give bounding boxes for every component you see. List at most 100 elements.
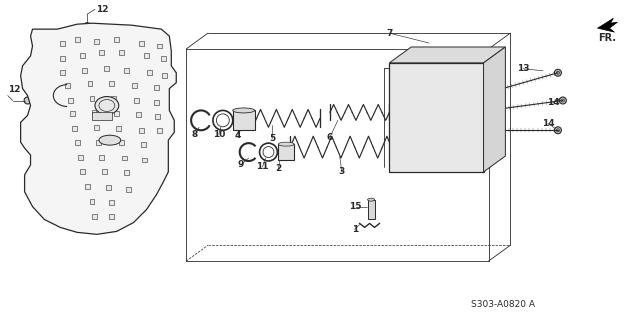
Bar	[75, 36, 79, 42]
Polygon shape	[484, 47, 506, 172]
Bar	[124, 171, 129, 175]
Bar	[65, 83, 70, 88]
Bar	[90, 199, 95, 204]
Text: 3: 3	[339, 167, 345, 176]
Bar	[90, 96, 95, 101]
Bar	[124, 68, 129, 73]
Bar	[81, 68, 86, 73]
Circle shape	[24, 97, 31, 104]
Bar	[119, 51, 124, 55]
Circle shape	[554, 69, 561, 76]
Bar	[75, 140, 79, 145]
Bar	[367, 200, 374, 220]
Ellipse shape	[278, 142, 294, 146]
Bar	[119, 140, 124, 145]
Text: 6: 6	[327, 133, 333, 142]
Ellipse shape	[99, 135, 121, 145]
Bar	[102, 169, 108, 174]
Bar	[161, 56, 166, 61]
Text: 9: 9	[237, 160, 244, 170]
Bar	[147, 70, 152, 75]
Circle shape	[484, 143, 499, 157]
Ellipse shape	[233, 108, 255, 113]
Circle shape	[403, 101, 435, 133]
Circle shape	[127, 81, 136, 91]
Bar	[70, 111, 75, 116]
Bar	[139, 41, 144, 45]
Bar	[157, 44, 162, 48]
Text: 15: 15	[349, 202, 362, 211]
Bar	[97, 140, 101, 145]
Text: 10: 10	[212, 130, 225, 139]
Circle shape	[100, 63, 120, 83]
Bar	[154, 100, 159, 105]
Bar	[79, 53, 84, 58]
Bar	[99, 51, 104, 55]
Circle shape	[559, 97, 566, 104]
Bar	[157, 128, 162, 133]
Text: 13: 13	[517, 64, 529, 73]
Bar	[79, 169, 84, 174]
Bar	[144, 53, 149, 58]
Bar	[154, 85, 159, 90]
Bar	[68, 98, 73, 103]
Bar	[484, 143, 499, 157]
Text: 1: 1	[351, 225, 358, 234]
Text: 2: 2	[275, 164, 282, 173]
Text: 8: 8	[192, 130, 198, 139]
Bar	[162, 73, 167, 78]
Bar	[109, 214, 115, 219]
Bar	[99, 155, 104, 159]
Text: 14: 14	[547, 98, 559, 107]
Text: 12: 12	[8, 85, 20, 94]
Circle shape	[554, 127, 561, 134]
Bar	[136, 112, 141, 117]
Bar	[126, 187, 131, 192]
Bar	[60, 70, 65, 75]
Text: 5: 5	[269, 134, 276, 143]
Ellipse shape	[95, 97, 119, 114]
Bar	[111, 96, 116, 101]
Bar	[389, 63, 484, 172]
Text: S303-A0820 A: S303-A0820 A	[472, 300, 536, 309]
Bar	[109, 81, 115, 86]
Circle shape	[484, 78, 499, 92]
Bar	[93, 214, 97, 219]
Bar	[60, 56, 65, 61]
Bar	[92, 110, 97, 115]
Ellipse shape	[367, 198, 374, 201]
Text: 11: 11	[256, 163, 269, 172]
Bar	[60, 41, 65, 45]
Bar	[155, 114, 160, 119]
Bar	[77, 155, 83, 159]
Bar	[132, 83, 137, 88]
Polygon shape	[598, 18, 618, 32]
Bar	[72, 126, 77, 131]
Text: 7: 7	[386, 28, 392, 38]
Bar	[139, 128, 144, 133]
Bar	[116, 126, 121, 131]
Circle shape	[401, 143, 421, 163]
Bar	[142, 157, 147, 163]
Bar	[109, 200, 115, 205]
Polygon shape	[20, 23, 176, 234]
Bar	[88, 81, 93, 86]
Circle shape	[400, 72, 422, 93]
Bar	[115, 36, 119, 42]
Bar	[95, 39, 99, 44]
Bar	[141, 142, 146, 147]
Bar	[115, 111, 119, 116]
Bar	[484, 78, 499, 92]
Text: 4: 4	[234, 131, 241, 140]
Text: FR.: FR.	[598, 33, 616, 43]
Bar	[92, 112, 112, 120]
Text: 12: 12	[95, 5, 108, 14]
Polygon shape	[389, 47, 506, 63]
Bar	[233, 110, 255, 130]
Bar	[122, 156, 127, 161]
Bar	[106, 185, 111, 190]
Bar	[84, 184, 90, 189]
Text: 14: 14	[541, 119, 554, 128]
Circle shape	[84, 23, 90, 30]
Bar	[134, 98, 139, 103]
